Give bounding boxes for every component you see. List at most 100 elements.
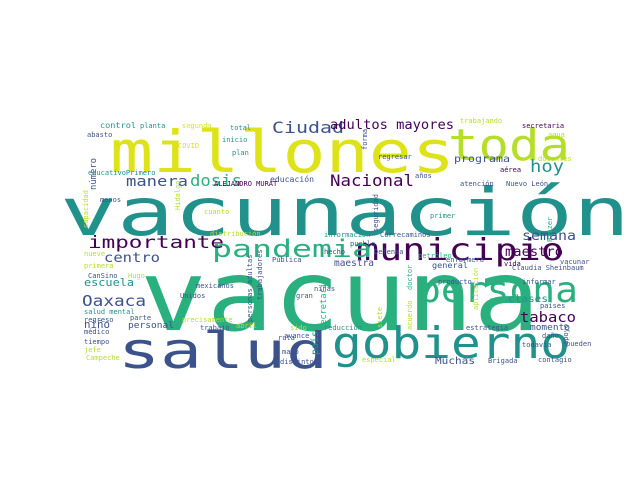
word-small: ALEJANDRO MURAT [214, 180, 278, 188]
word-small: abasto [87, 131, 112, 139]
word-small: pueden [566, 340, 591, 348]
word-small: Pública [272, 256, 302, 264]
word-maestro: maestro [505, 245, 563, 260]
word-small: informar [522, 278, 556, 286]
word-small: estrategia [466, 324, 508, 332]
word-small: Brigada [488, 357, 518, 365]
word-small: daño [542, 332, 559, 340]
word-maestra: maestra [334, 258, 374, 269]
small-words-group: planta segunda total inicio plan trabajando se… [82, 117, 591, 366]
word-manera: manera [126, 174, 188, 190]
word-vacunacion: vacunación [60, 174, 630, 251]
word-adultos-mayores: adultos mayores [330, 118, 454, 133]
word-millones: millones [110, 118, 455, 186]
word-momento: momento [530, 323, 570, 333]
word-pais: país [309, 331, 321, 355]
word-clases: clases [508, 294, 548, 305]
word-small: tiempo [84, 338, 109, 346]
word-vacuna: vacuna [140, 240, 540, 354]
word-small: planta [140, 122, 165, 130]
word-small: capacidad [82, 190, 90, 228]
word-small: Campeche [86, 354, 120, 362]
word-small: nueve [84, 250, 105, 258]
word-toda: toda [448, 120, 570, 171]
word-small: países [540, 302, 565, 310]
word-small: jefe [84, 346, 101, 354]
word-small: enfermera [446, 256, 484, 264]
word-small: información [324, 231, 370, 239]
word-small: total [230, 124, 251, 132]
word-dosis: dosis [190, 171, 242, 190]
word-municipio: municipio [356, 233, 564, 268]
word-programa: programa [454, 154, 510, 165]
word-small: mayo [282, 348, 299, 356]
word-small: salud mental [84, 308, 135, 316]
word-small: médico [84, 328, 109, 336]
word-small: petróleo [418, 252, 452, 260]
word-small: hecho [324, 248, 345, 256]
word-small: parte [130, 314, 151, 322]
word-secretaria: Secretaría [319, 278, 329, 330]
word-small: reducción [324, 324, 362, 332]
word-small: inicio [222, 136, 247, 144]
word-small: precisamente [182, 316, 233, 324]
word-small: secretaria [522, 122, 564, 130]
word-escuela: escuela [84, 276, 134, 289]
word-small: abril [236, 322, 257, 330]
word-small: producto [438, 278, 472, 286]
word-small: ruta [278, 334, 295, 342]
word-small: Hidalgo [174, 180, 182, 210]
word-small: aplicación [472, 268, 480, 310]
word-salud: salud [118, 322, 328, 380]
word-small: Defensa [374, 248, 404, 256]
word-small: Hugo [128, 272, 145, 280]
word-small: todavía [522, 341, 552, 349]
word-small: años [415, 172, 432, 180]
word-small: Correcaminos [380, 231, 431, 239]
word-small: Claudia Sheinbaum [512, 264, 584, 272]
word-small: atención [460, 180, 494, 188]
word-small: doctor [406, 265, 414, 290]
word-nacional: Nacional [330, 171, 414, 190]
word-control: control [100, 121, 136, 130]
word-persona: persona [418, 270, 578, 311]
word-small: seguridad [372, 194, 380, 232]
word-small: COVID [178, 142, 199, 150]
word-numero: número [89, 158, 99, 190]
word-small: pueblo [350, 240, 375, 248]
word-small: acuerdo [406, 300, 414, 330]
word-small: trabajadores [256, 249, 264, 300]
word-small: primer [430, 212, 455, 220]
word-educacion: educación [270, 174, 314, 184]
word-small: CanSino [88, 272, 118, 280]
word-small: Pfizer [546, 217, 554, 242]
word-small: aérea [500, 166, 521, 174]
word-small: cuanto [204, 208, 229, 216]
word-small: distinto [280, 358, 314, 366]
word-small: mexicanos [196, 282, 234, 290]
word-muchas: Muchas [435, 356, 475, 367]
word-small: menos [100, 196, 121, 204]
word-small: avance [284, 332, 309, 340]
word-semana: semana [522, 229, 576, 244]
word-small: segunda [182, 122, 212, 130]
word-small: vacunar [560, 258, 590, 266]
word-small: gran [296, 292, 313, 300]
word-nino: niño [84, 318, 110, 331]
word-hoy: hoy [530, 157, 564, 177]
word-ciudad: Ciudad [272, 118, 344, 137]
word-small: forma [361, 129, 369, 150]
word-small: plan [232, 149, 249, 157]
word-small: vida [504, 260, 521, 268]
word-small: Nuevo León [506, 180, 548, 188]
word-small: educativoPrimero [88, 169, 155, 177]
word-oaxaca: Oaxaca [82, 292, 146, 310]
word-small: distribución [210, 230, 261, 238]
word-tabaco: tabaco [520, 310, 576, 326]
word-small: siete [376, 307, 384, 328]
word-small: docentes [538, 155, 572, 163]
word-small: trabajando [460, 117, 502, 125]
word-small: agua [548, 131, 565, 139]
word-small: apoyo [562, 324, 570, 345]
